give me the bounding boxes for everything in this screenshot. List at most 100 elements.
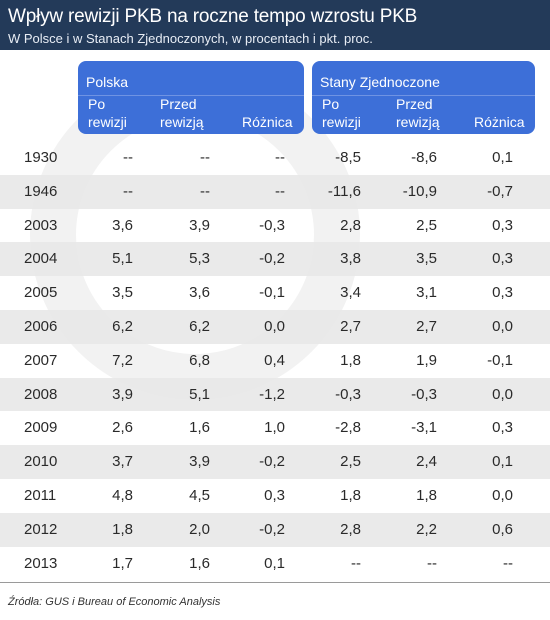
table-cell: -8,5 [335, 149, 361, 166]
chart-title: Wpływ rewizji PKB na roczne tempo wzrost… [8, 6, 418, 27]
table-cell: 2,5 [340, 453, 361, 471]
table-row: 2013 1,7 1,6 0,1 -- -- -- [0, 547, 550, 581]
table-row: 2006 6,2 6,2 0,0 2,7 2,7 0,0 [0, 309, 550, 344]
table-cell: 3,6 [112, 216, 133, 234]
column-header-us-diff: Różnica [474, 114, 525, 130]
table-cell: 1,8 [112, 520, 133, 538]
table-cell: 4,8 [112, 486, 133, 504]
table-row: 2008 3,9 5,1 -1,2 -0,3 -0,3 0,0 [0, 377, 550, 412]
group-header-usa: Stany Zjednoczone [312, 61, 535, 134]
table-row: 2005 3,5 3,6 -0,1 3,4 3,1 0,3 [0, 276, 550, 310]
source-note: Źródła: GUS i Bureau of Economic Analysi… [8, 596, 221, 608]
table-cell: -0,3 [335, 385, 361, 403]
table-cell: 1,6 [189, 419, 210, 437]
table-cell: 2,6 [112, 419, 133, 437]
table-cell: -- [123, 149, 133, 166]
table-cell: -3,1 [411, 419, 437, 437]
row-year: 2013 [24, 554, 58, 572]
table-cell: 1,9 [416, 351, 437, 369]
table-cell: -0,3 [259, 216, 285, 234]
group-header-poland: Polska [78, 61, 304, 134]
chart-subtitle: W Polsce i w Stanach Zjednoczonych, w pr… [8, 31, 373, 46]
table-cell: -0,2 [259, 520, 285, 538]
table-bottom-border [0, 582, 550, 584]
table-cell: 3,7 [112, 453, 133, 471]
row-year: 2006 [24, 317, 58, 335]
table-cell: -0,1 [259, 284, 285, 302]
table-cell: 1,7 [112, 554, 133, 572]
table-cell: 3,9 [112, 385, 133, 403]
table-cell: 5,3 [189, 250, 210, 268]
table-cell: 3,5 [112, 284, 133, 302]
table-cell: 2,8 [340, 216, 361, 234]
table-row: 1930 -- -- -- -8,5 -8,6 0,1 [0, 141, 550, 175]
column-header-line: rewizją [160, 114, 204, 130]
table-cell: -2,8 [335, 419, 361, 437]
table-cell: -- [275, 149, 285, 166]
row-year: 2012 [24, 520, 58, 538]
table-cell: 1,8 [416, 486, 437, 504]
group-divider [78, 95, 304, 96]
column-header-line: rewizją [396, 114, 440, 130]
row-year: 1930 [24, 149, 58, 166]
table-cell: 3,1 [416, 284, 437, 302]
table-cell: -- [123, 182, 133, 200]
row-year: 2010 [24, 453, 58, 471]
table-cell: 0,1 [264, 554, 285, 572]
column-header-line: Przed [396, 96, 433, 112]
row-year: 2004 [24, 250, 58, 268]
table-cell: -- [275, 182, 285, 200]
table-cell: -1,2 [259, 385, 285, 403]
table-cell: 2,8 [340, 520, 361, 538]
table-cell: 0,3 [264, 486, 285, 504]
table-cell: 0,1 [492, 149, 513, 166]
group-label-poland: Polska [86, 74, 129, 90]
table-cell: 3,8 [340, 250, 361, 268]
table-cell: -0,3 [411, 385, 437, 403]
row-year: 2007 [24, 351, 58, 369]
table-cell: -8,6 [411, 149, 437, 166]
table-cell: -11,6 [327, 182, 361, 200]
table-cell: -0,2 [259, 453, 285, 471]
column-header-pl-after: Po rewizji [88, 95, 127, 131]
group-label-usa: Stany Zjednoczone [320, 74, 440, 90]
table-cell: 6,2 [112, 317, 133, 335]
row-year: 2008 [24, 385, 58, 403]
table-cell: -0,7 [487, 182, 513, 200]
table-cell: 2,7 [340, 317, 361, 335]
table-cell: 0,1 [492, 453, 513, 471]
table-cell: -- [200, 149, 210, 166]
table-cell: 2,5 [416, 216, 437, 234]
column-header-us-after: Po rewizji [322, 95, 361, 131]
table-cell: 0,0 [492, 385, 513, 403]
data-table-body: 1930 -- -- -- -8,5 -8,6 0,1 1946 -- -- -- -11,6 -10,… [0, 141, 550, 580]
table-cell: 0,0 [264, 317, 285, 335]
table-cell: 1,6 [189, 554, 210, 572]
table-cell: 0,6 [492, 520, 513, 538]
column-header-pl-before: Przed rewizją [160, 95, 204, 131]
table-cell: 2,0 [189, 520, 210, 538]
row-year: 2011 [24, 486, 57, 504]
table-cell: 0,3 [492, 419, 513, 437]
column-header-line: Po [322, 96, 340, 112]
table-cell: 0,3 [492, 250, 513, 268]
table-row: 2003 3,6 3,9 -0,3 2,8 2,5 0,3 [0, 209, 550, 243]
table-cell: 2,7 [416, 317, 437, 335]
table-cell: 2,4 [416, 453, 437, 471]
row-year: 2009 [24, 419, 58, 437]
table-cell: -- [351, 554, 361, 572]
table-cell: 3,9 [189, 216, 210, 234]
row-year: 1946 [24, 182, 58, 200]
table-cell: -- [200, 182, 210, 200]
table-cell: 5,1 [189, 385, 210, 403]
table-row: 2004 5,1 5,3 -0,2 3,8 3,5 0,3 [0, 242, 550, 277]
table-cell: 1,8 [340, 351, 361, 369]
table-row: 1946 -- -- -- -11,6 -10,9 -0,7 [0, 174, 550, 209]
table-cell: 0,0 [492, 486, 513, 504]
table-cell: 1,8 [340, 486, 361, 504]
table-row: 2007 7,2 6,8 0,4 1,8 1,9 -0,1 [0, 344, 550, 378]
column-header-line: Po [88, 96, 106, 112]
table-row: 2011 4,8 4,5 0,3 1,8 1,8 0,0 [0, 479, 550, 513]
table-cell: 4,5 [189, 486, 210, 504]
table-cell: 3,9 [189, 453, 210, 471]
